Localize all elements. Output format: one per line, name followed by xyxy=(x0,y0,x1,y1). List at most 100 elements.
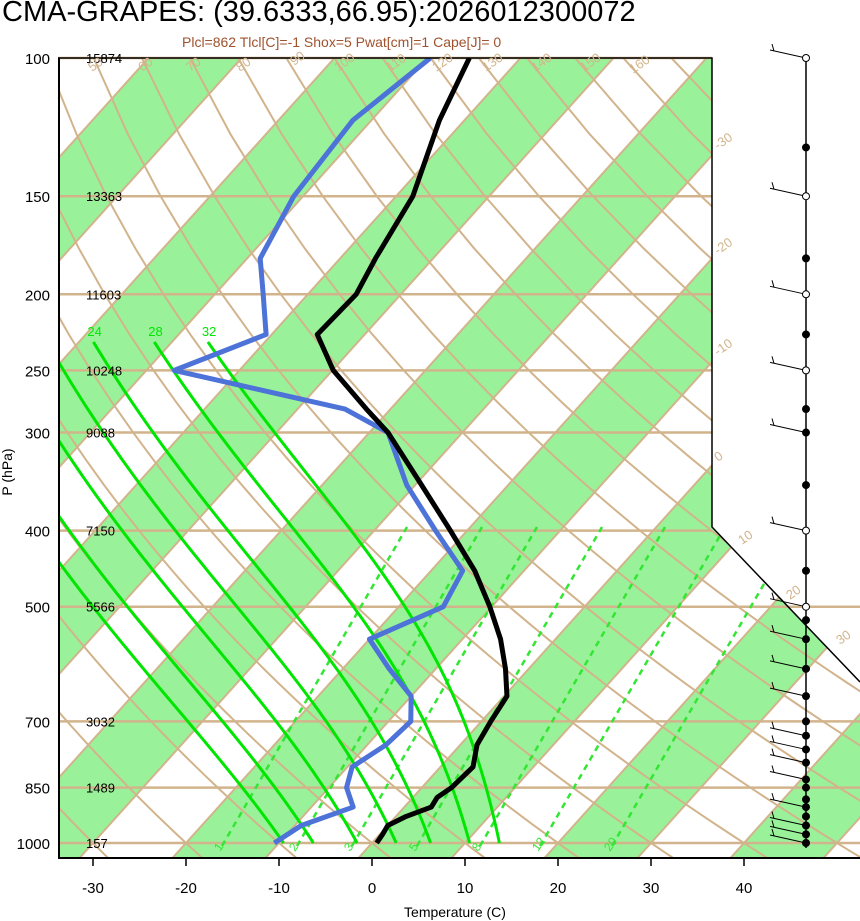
wind-marker xyxy=(802,616,810,625)
wind-marker xyxy=(802,821,810,830)
wind-barb xyxy=(769,727,807,737)
wind-marker xyxy=(802,635,810,644)
chart-title: CMA-GRAPES: (39.6333,66.95):202601230007… xyxy=(2,0,636,28)
moist-adiabat xyxy=(58,341,398,844)
moist-adiabat xyxy=(92,341,432,844)
wind-barb xyxy=(769,834,807,844)
isotherm-line xyxy=(77,58,816,858)
x-tick-label: 20 xyxy=(550,880,567,897)
wind-barb-flag xyxy=(771,625,775,633)
wind-barb-flag xyxy=(771,681,775,690)
wind-marker xyxy=(802,664,810,673)
sounding-profiles xyxy=(171,58,510,846)
moist-adiabat xyxy=(58,341,285,844)
pressure-tick-label: 300 xyxy=(25,426,50,443)
dry-adiabat-label: 90 xyxy=(287,48,307,69)
dry-adiabat-label: 70 xyxy=(183,54,203,75)
wind-barb-flag xyxy=(771,43,775,52)
wind-barb-flag xyxy=(771,418,775,426)
dry-adiabat xyxy=(333,58,860,858)
wind-marker xyxy=(802,143,810,152)
dry-adiabat-label: -10 xyxy=(711,335,735,358)
wind-barb xyxy=(769,660,807,670)
dry-adiabat-label: -20 xyxy=(711,234,735,257)
wind-marker xyxy=(802,428,810,437)
dry-adiabat xyxy=(237,58,860,858)
dry-adiabat xyxy=(58,58,205,858)
wind-marker xyxy=(802,566,810,575)
moist-adiabat-label: 16 xyxy=(0,324,9,339)
wind-barb-flag xyxy=(771,820,775,828)
moist-adiabat-label: 28 xyxy=(148,324,162,339)
isotherm-line xyxy=(58,58,258,858)
isotherm-line xyxy=(58,58,630,858)
x-tick-label: 30 xyxy=(643,880,660,897)
dry-adiabat-label: -30 xyxy=(711,129,735,152)
moist-adiabat xyxy=(58,341,359,844)
dry-adiabat-label: 120 xyxy=(429,50,455,75)
moist-adiabats: 8121620242832 xyxy=(0,324,501,844)
pressure-tick-label: 250 xyxy=(25,363,50,380)
pressure-tick-label: 700 xyxy=(25,714,50,731)
pressure-tick-label: 400 xyxy=(25,524,50,541)
wind-barb-flag xyxy=(771,811,775,819)
temperature-profile xyxy=(314,58,510,845)
wind-marker xyxy=(802,405,810,414)
isotherm-line xyxy=(635,58,860,858)
pressure-tick-label: 850 xyxy=(25,781,50,798)
wind-barb xyxy=(769,817,807,827)
wind-marker xyxy=(802,830,810,839)
pressure-tick-label: 1000 xyxy=(17,836,50,853)
dry-adiabat xyxy=(141,58,860,858)
x-tick-label: -30 xyxy=(82,880,104,897)
frame-right-edge xyxy=(58,57,860,683)
wind-barb-flag xyxy=(771,765,775,773)
wind-marker xyxy=(802,839,810,847)
wind-marker xyxy=(802,254,810,263)
plot-frame xyxy=(58,57,860,859)
height-label: 5566 xyxy=(86,600,115,615)
wind-marker xyxy=(802,795,810,804)
wind-barb xyxy=(769,522,807,532)
wind-marker xyxy=(802,717,810,726)
x-tick-label: 40 xyxy=(736,880,753,897)
frame-left-edge xyxy=(58,58,60,858)
isotherm-line xyxy=(728,58,860,858)
height-label: 1489 xyxy=(86,781,115,796)
wind-barb xyxy=(769,754,807,764)
height-label: 3032 xyxy=(86,714,115,729)
wind-marker xyxy=(802,602,810,611)
dry-adiabat-label: 20 xyxy=(783,582,803,603)
wind-barb xyxy=(769,361,807,371)
pressure-tick-label: 500 xyxy=(25,600,50,617)
isotherm-line xyxy=(263,58,860,858)
wind-barb xyxy=(769,770,807,780)
wind-marker xyxy=(802,775,810,784)
wind-marker xyxy=(802,192,810,201)
wind-barb-flag xyxy=(771,721,775,729)
wind-barb xyxy=(769,687,807,697)
isotherm-line xyxy=(58,58,444,858)
dry-adiabat-label: 0 xyxy=(711,448,726,464)
wind-marker xyxy=(802,366,810,375)
x-tick-label: -20 xyxy=(175,880,197,897)
height-label: 15874 xyxy=(86,51,122,66)
wind-marker xyxy=(802,481,810,490)
wind-barb-flag xyxy=(771,182,775,190)
wind-barb xyxy=(769,598,807,608)
pressure-tick-label: 150 xyxy=(25,189,50,206)
dry-adiabat-label: 160 xyxy=(626,52,652,77)
wind-barb xyxy=(769,825,807,835)
x-axis-label: Temperature (C) xyxy=(404,904,506,920)
moist-adiabat xyxy=(58,341,315,844)
x-tick-label: 10 xyxy=(457,880,474,897)
isotherm-line xyxy=(58,58,723,858)
wind-barb xyxy=(769,630,807,640)
moist-adiabat-label: 32 xyxy=(202,324,216,339)
isotherm-line xyxy=(542,58,860,858)
dry-adiabat xyxy=(92,58,860,858)
wind-marker xyxy=(802,731,810,740)
isotherm-line xyxy=(58,58,351,858)
